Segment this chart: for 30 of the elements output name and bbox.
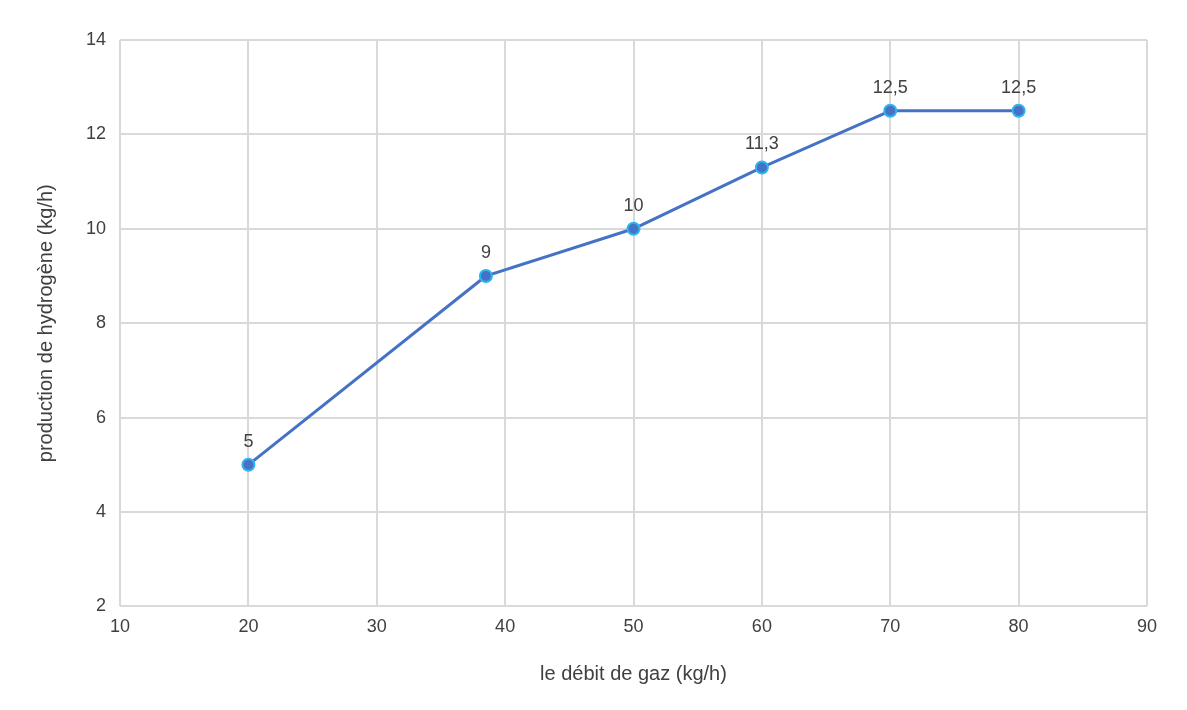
- y-tick-label: 4: [96, 500, 107, 521]
- y-tick-label: 14: [85, 28, 107, 49]
- x-tick-label: 80: [1008, 616, 1029, 637]
- y-tick-label: 6: [96, 406, 107, 427]
- y-tick-label: 8: [96, 312, 107, 333]
- data-label: 9: [480, 241, 491, 262]
- x-axis-title: le débit de gaz (kg/h): [540, 661, 727, 684]
- x-tick-label: 40: [495, 616, 516, 637]
- point: [626, 221, 641, 236]
- y-tick-label: 12: [85, 123, 107, 144]
- data-label: 12,5: [872, 76, 908, 97]
- data-label: 10: [623, 194, 644, 215]
- data-label: 11,3: [745, 133, 779, 154]
- y-axis-title: production de hydrogène (kg/h): [33, 184, 56, 463]
- data-label: 5: [243, 430, 254, 451]
- point: [883, 103, 898, 118]
- point: [478, 269, 493, 283]
- point: [1011, 103, 1026, 118]
- data-label: 12,5: [1001, 76, 1037, 97]
- x-tick-label: 30: [366, 616, 387, 637]
- point: [241, 457, 256, 472]
- x-tick-label: 10: [110, 616, 131, 637]
- y-tick-label: 2: [96, 595, 107, 616]
- x-tick-label: 90: [1136, 616, 1158, 637]
- point: [754, 160, 769, 175]
- x-tick-label: 70: [880, 616, 901, 637]
- x-tick-label: 20: [238, 616, 259, 637]
- y-tick-label: 10: [85, 217, 107, 238]
- x-tick-label: 50: [623, 616, 644, 637]
- x-tick-label: 60: [751, 616, 772, 637]
